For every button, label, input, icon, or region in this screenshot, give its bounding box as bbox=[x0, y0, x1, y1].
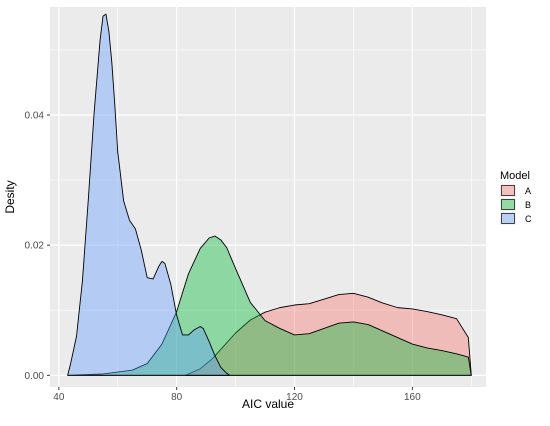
y-axis: 0.00 0.02 0.04 bbox=[25, 111, 50, 382]
legend-title: Model bbox=[500, 170, 530, 182]
plot-panel bbox=[50, 7, 486, 387]
legend-label-a: A bbox=[525, 186, 531, 196]
x-axis-title: AIC value bbox=[242, 397, 294, 411]
y-tick-label: 0.04 bbox=[25, 111, 45, 122]
legend: Model ABC bbox=[500, 170, 532, 225]
x-tick-label: 120 bbox=[286, 392, 303, 403]
x-tick-label: 160 bbox=[404, 392, 421, 403]
legend-swatch-a bbox=[501, 185, 515, 196]
density-area-c bbox=[67, 13, 231, 376]
legend-swatch-b bbox=[501, 199, 515, 210]
legend-label-b: B bbox=[525, 200, 531, 210]
density-area-b bbox=[67, 235, 472, 376]
legend-label-c: C bbox=[525, 214, 532, 224]
density-area-a bbox=[185, 292, 472, 376]
legend-key-bg bbox=[500, 184, 516, 197]
y-tick-label: 0.02 bbox=[25, 241, 45, 252]
x-axis: 40 80 120 160 bbox=[53, 387, 421, 403]
minor-gridlines bbox=[50, 7, 486, 387]
legend-swatch-c bbox=[501, 213, 515, 224]
legend-key-bg bbox=[500, 198, 516, 211]
x-tick-label: 80 bbox=[171, 392, 183, 403]
legend-key-bg bbox=[500, 212, 516, 225]
x-tick-label: 40 bbox=[53, 392, 65, 403]
y-axis-title: Desity bbox=[3, 180, 17, 213]
density-series bbox=[67, 13, 472, 376]
y-tick-label: 0.00 bbox=[25, 371, 45, 382]
